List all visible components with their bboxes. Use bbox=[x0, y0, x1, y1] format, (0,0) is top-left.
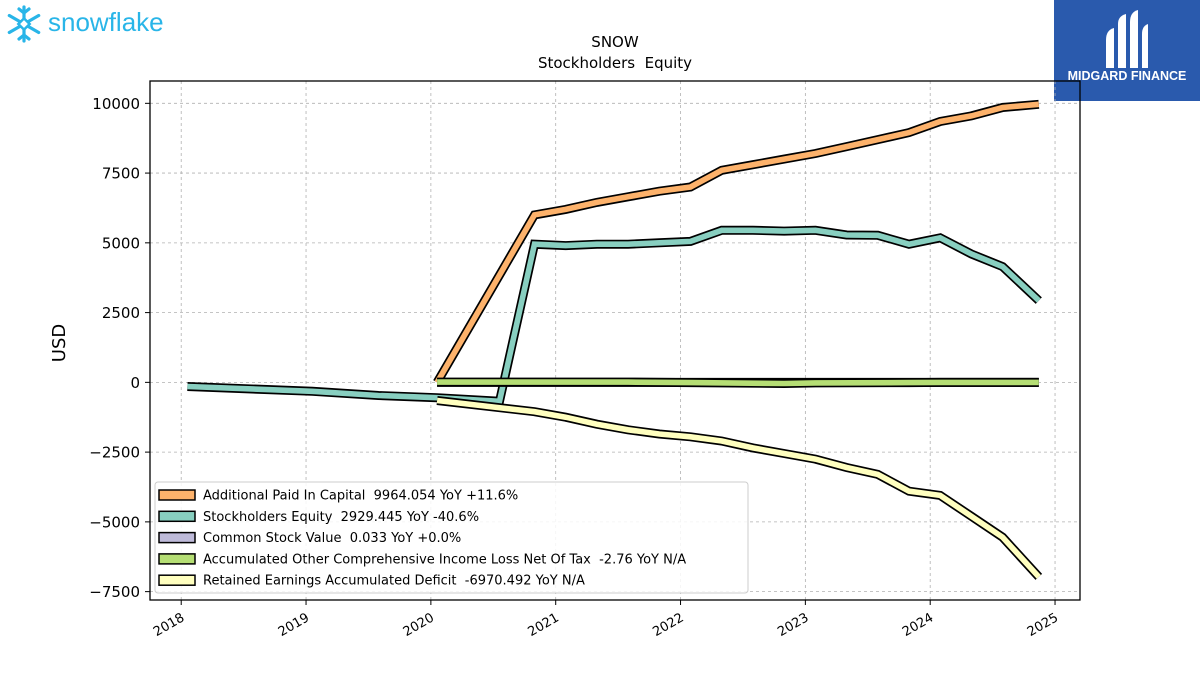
legend-label: Retained Earnings Accumulated Deficit -6… bbox=[203, 574, 585, 589]
plot-frame bbox=[149, 80, 1081, 601]
legend-item: Common Stock Value 0.033 YoY +0.0% bbox=[158, 531, 461, 546]
legend-item: Additional Paid In Capital 9964.054 YoY … bbox=[158, 489, 518, 504]
x-tick-label: 2018 bbox=[151, 610, 187, 640]
series-accumulated-other-comprehensive-income-loss-net-of-tax bbox=[437, 377, 1039, 389]
legend-swatch bbox=[158, 489, 196, 501]
legend-swatch bbox=[158, 553, 196, 565]
x-tick-label: 2022 bbox=[650, 610, 686, 640]
legend: Additional Paid In Capital 9964.054 YoY … bbox=[154, 481, 749, 594]
midgard-finance-logo: MIDGARD FINANCE bbox=[1054, 0, 1200, 101]
chart-subtitle: Stockholders Equity bbox=[538, 54, 692, 72]
x-tick-label: 2020 bbox=[401, 610, 437, 640]
y-tick-label: 2500 bbox=[102, 304, 140, 322]
legend-label: Common Stock Value 0.033 YoY +0.0% bbox=[203, 531, 461, 546]
legend-box bbox=[154, 481, 749, 594]
x-tick-label: 2024 bbox=[900, 610, 936, 640]
series-additional-paid-in-capital bbox=[433, 99, 1040, 385]
x-tick-label: 2023 bbox=[775, 610, 811, 640]
legend-swatch bbox=[158, 510, 196, 523]
snowflake-wordmark: snowflake bbox=[48, 7, 164, 37]
legend-item: Retained Earnings Accumulated Deficit -6… bbox=[158, 574, 585, 589]
series-line bbox=[434, 101, 1040, 384]
x-tick-label: 2019 bbox=[276, 610, 312, 640]
series-stockholders-equity bbox=[187, 225, 1042, 407]
legend-swatch bbox=[158, 574, 196, 586]
legend-label: Accumulated Other Comprehensive Income L… bbox=[203, 552, 686, 567]
chart-title: SNOW bbox=[591, 33, 639, 51]
series-line-outline bbox=[187, 225, 1042, 407]
series-line bbox=[187, 227, 1041, 405]
y-tick-label: 10000 bbox=[92, 95, 140, 113]
legend-label: Stockholders Equity 2929.445 YoY -40.6% bbox=[203, 510, 479, 525]
legend-item: Stockholders Equity 2929.445 YoY -40.6% bbox=[158, 510, 479, 525]
y-tick-label: 0 bbox=[130, 374, 140, 392]
series-line bbox=[437, 379, 1039, 387]
y-tick-label: 5000 bbox=[102, 234, 140, 252]
y-axis-label: USD bbox=[49, 324, 70, 362]
legend-swatch bbox=[158, 531, 196, 544]
legend-item: Accumulated Other Comprehensive Income L… bbox=[158, 552, 686, 567]
y-tick-label: −5000 bbox=[89, 513, 140, 531]
legend-label: Additional Paid In Capital 9964.054 YoY … bbox=[203, 489, 518, 504]
series-group bbox=[187, 99, 1043, 580]
y-tick-label: −7500 bbox=[89, 583, 140, 601]
x-tick-label: 2021 bbox=[526, 610, 562, 640]
series-line bbox=[436, 397, 1041, 579]
x-tick-label: 2025 bbox=[1025, 610, 1061, 640]
series-retained-earnings-accumulated-deficit bbox=[436, 396, 1043, 580]
snowflake-logo: snowflake bbox=[7, 5, 164, 43]
midgard-wordmark: MIDGARD FINANCE bbox=[1068, 69, 1187, 83]
y-tick-label: 7500 bbox=[102, 165, 140, 183]
midgard-monogram-icon bbox=[1106, 10, 1148, 68]
y-tick-label: −2500 bbox=[89, 444, 140, 462]
